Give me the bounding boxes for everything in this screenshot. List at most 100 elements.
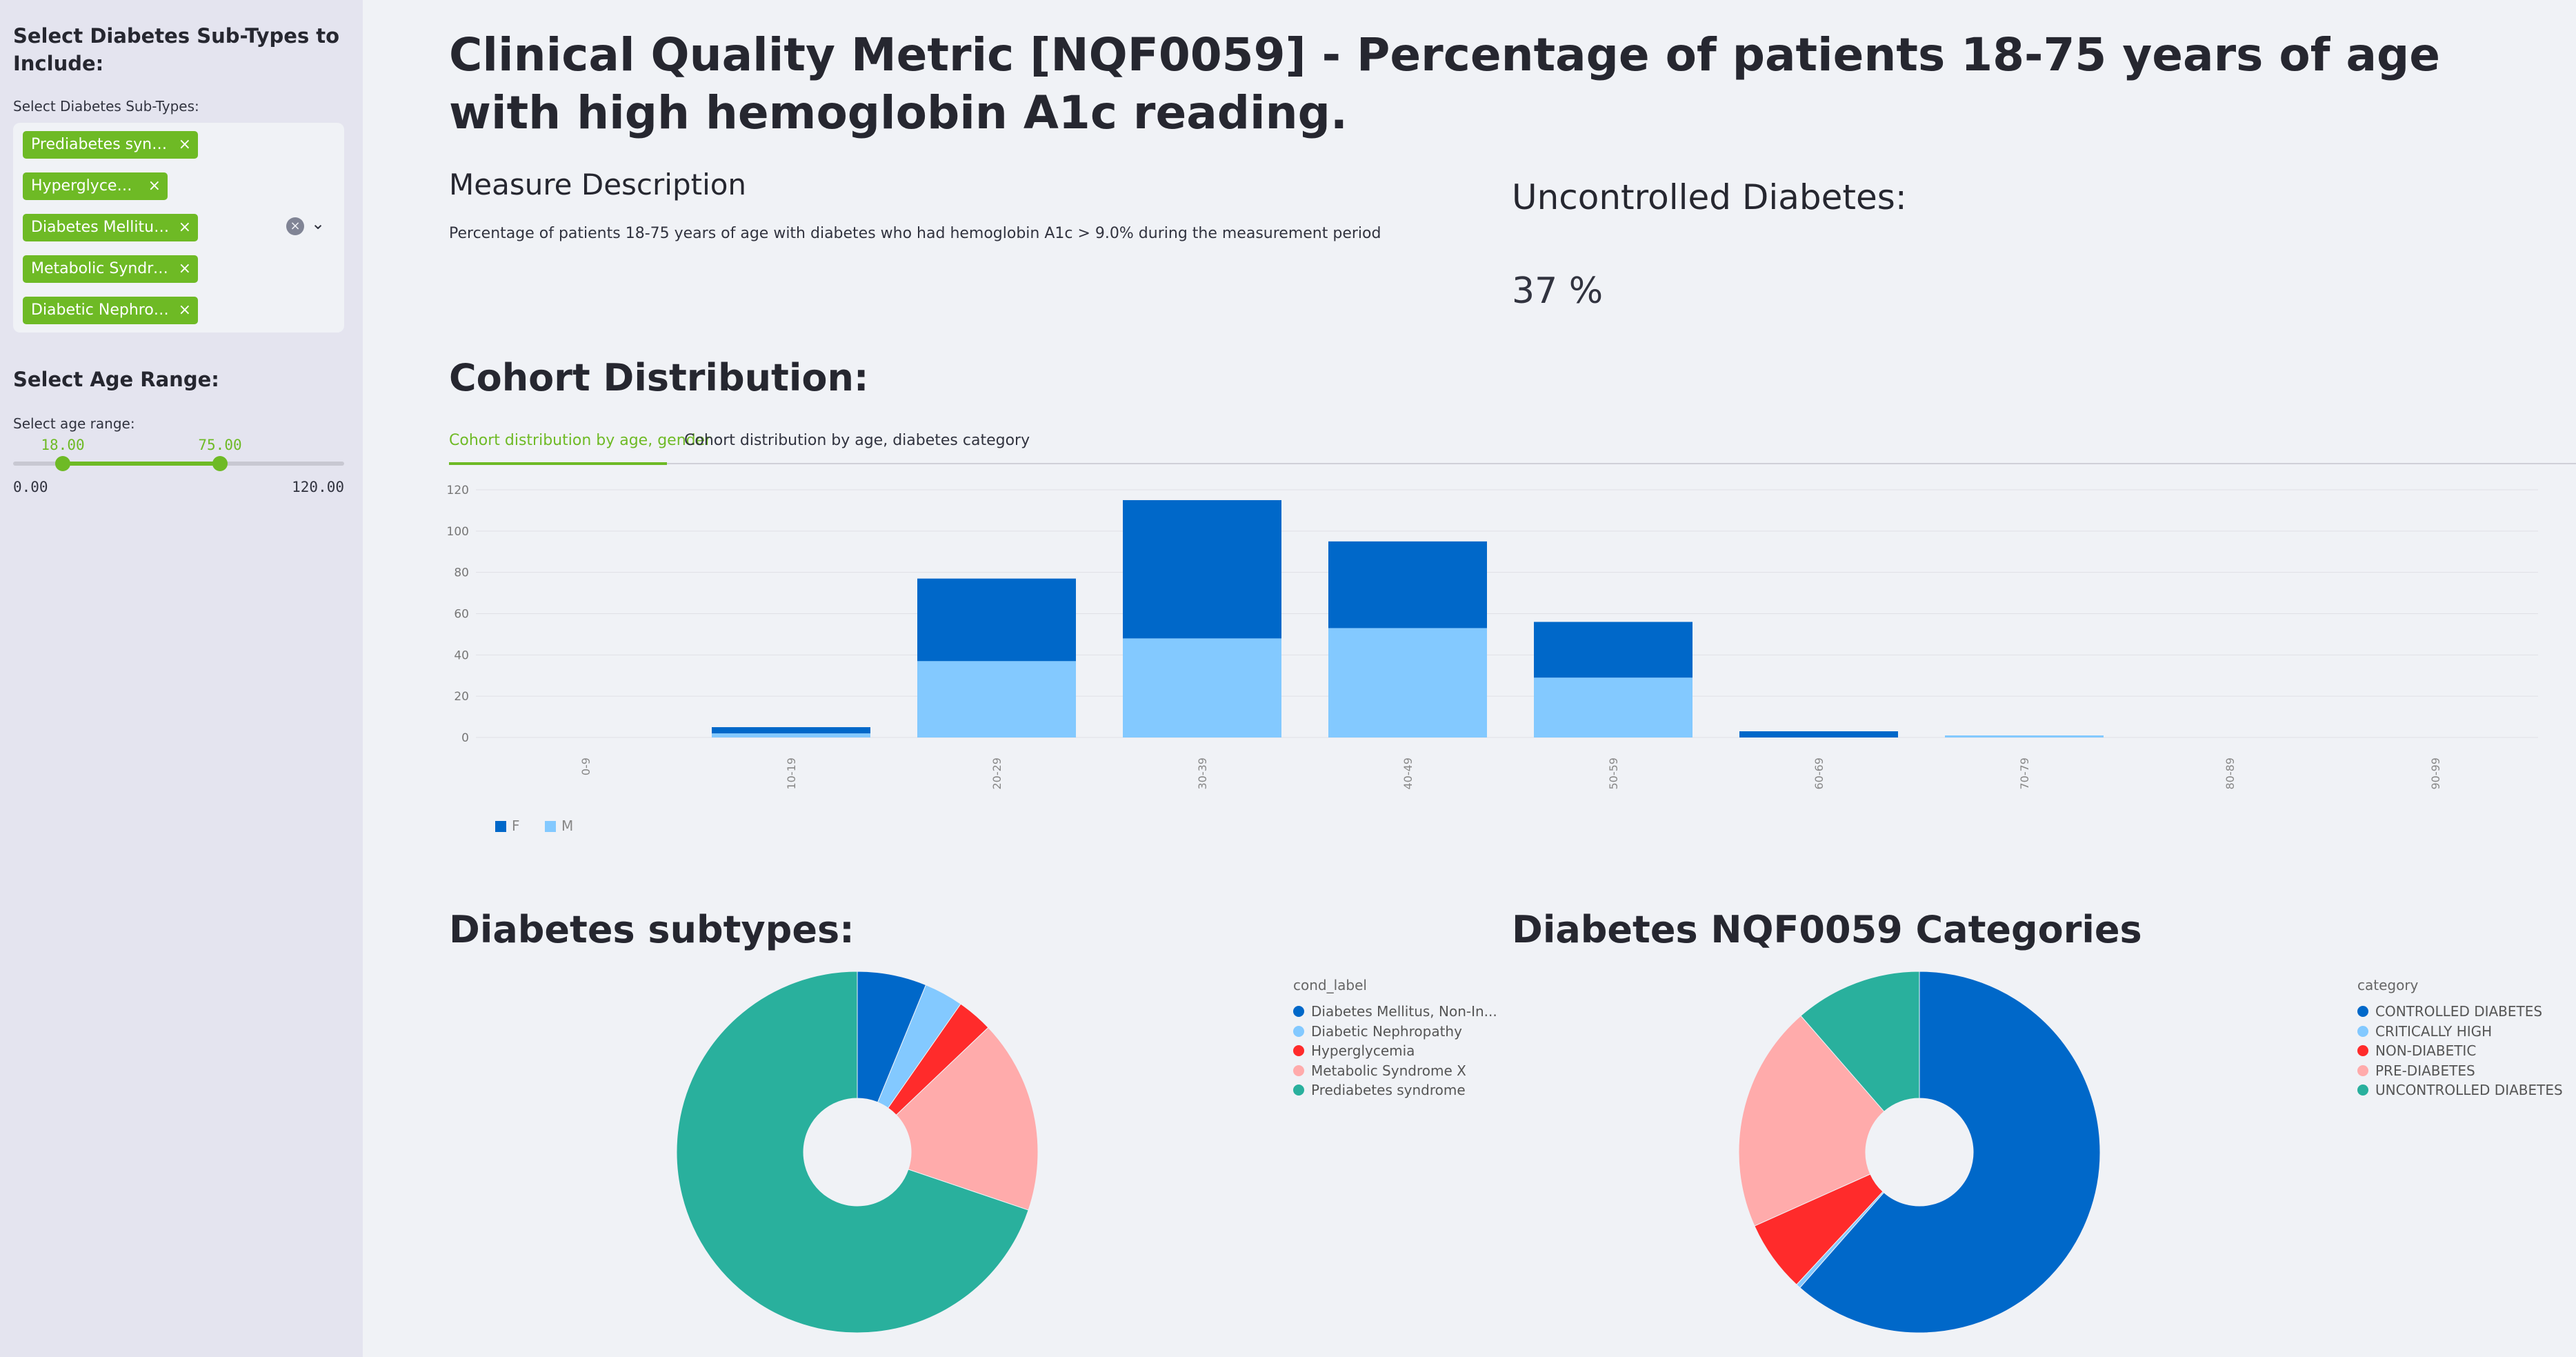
y-tick-label: 20 xyxy=(454,690,469,704)
categories-legend: category CONTROLLED DIABETES CRITICALLY HI… xyxy=(2357,977,2563,1100)
legend-dot-icon xyxy=(2357,1084,2368,1096)
x-tick-label: 10-19 xyxy=(785,757,798,790)
legend-item[interactable]: Metabolic Syndrome X xyxy=(1293,1061,1497,1081)
legend-item[interactable]: CONTROLLED DIABETES xyxy=(2357,1002,2563,1022)
x-tick-label: 40-49 xyxy=(1401,757,1415,790)
legend-label: UNCONTROLLED DIABETES xyxy=(2375,1082,2563,1098)
bar-F-50-59 xyxy=(1534,622,1693,678)
x-tick-label: 50-59 xyxy=(1607,757,1620,790)
bar-F-20-29 xyxy=(917,578,1076,662)
legend-swatch-M xyxy=(545,821,556,832)
page-title: Clinical Quality Metric [NQF0059] - Perc… xyxy=(449,28,2440,139)
legend-dot-icon xyxy=(1293,1084,1304,1096)
remove-tag-icon[interactable]: × xyxy=(148,177,161,195)
metric-value: 37 % xyxy=(1512,270,1604,312)
legend-dot-icon xyxy=(1293,1006,1304,1017)
measure-heading: Measure Description xyxy=(449,168,747,201)
subtypes-legend: cond_label Diabetes Mellitus, Non-In... Di… xyxy=(1293,977,1497,1100)
subtypes-heading: Select Diabetes Sub-Types to Include: xyxy=(13,24,340,75)
legend-label: Prediabetes syndrome xyxy=(1311,1082,1466,1098)
x-tick-label: 20-29 xyxy=(990,757,1004,790)
clear-all-icon[interactable]: × xyxy=(286,217,304,235)
pie-slice xyxy=(676,971,1029,1334)
chevron-down-icon[interactable]: ⌄ xyxy=(311,214,326,233)
legend-dot-icon xyxy=(2357,1045,2368,1056)
bar-F-40-49 xyxy=(1328,541,1487,628)
tab-bar xyxy=(449,463,2576,464)
legend-label: CRITICALLY HIGH xyxy=(2375,1022,2493,1040)
legend-item[interactable]: UNCONTROLLED DIABETES xyxy=(2357,1080,2563,1100)
legend-item[interactable]: Prediabetes syndrome xyxy=(1293,1080,1497,1100)
x-tick-label: 30-39 xyxy=(1196,757,1209,790)
subtype-tag: Prediabetes syndrome × xyxy=(23,131,198,159)
pie-slice xyxy=(895,1027,1039,1211)
tab-age-gender[interactable]: Cohort distribution by age, gender xyxy=(449,432,712,449)
legend-dot-icon xyxy=(1293,1064,1304,1076)
pie-slice xyxy=(1800,971,1920,1112)
bar-M-30-39 xyxy=(1123,638,1281,737)
legend-item[interactable]: NON-DIABETIC xyxy=(2357,1041,2563,1061)
remove-tag-icon[interactable]: × xyxy=(178,260,191,277)
legend-label: NON-DIABETIC xyxy=(2375,1042,2477,1059)
active-tab-indicator xyxy=(449,462,667,465)
legend-item[interactable]: PRE-DIABETES xyxy=(2357,1061,2563,1081)
x-tick-label: 0-9 xyxy=(579,757,592,775)
legend-label-F: F xyxy=(512,818,520,834)
pie-slice xyxy=(1738,1015,1885,1227)
subtypes-pie-chart xyxy=(676,971,1039,1334)
subtype-tag: Diabetic Nephropathy × xyxy=(23,297,198,324)
bar-F-60-69 xyxy=(1739,731,1898,737)
tab-age-category[interactable]: Cohort distribution by age, diabetes cat… xyxy=(684,432,1030,449)
pie-slice xyxy=(1799,971,2101,1334)
remove-tag-icon[interactable]: × xyxy=(178,301,191,319)
legend-title: category xyxy=(2357,977,2419,993)
legend-dot-icon xyxy=(2357,1025,2368,1037)
age-slider-low-thumb[interactable] xyxy=(55,456,70,471)
y-tick-label: 60 xyxy=(454,608,469,622)
age-high-value: 75.00 xyxy=(198,437,242,453)
x-tick-label: 80-89 xyxy=(2224,757,2237,790)
age-max-label: 120.00 xyxy=(292,479,344,495)
subtypes-label: Select Diabetes Sub-Types: xyxy=(13,98,199,115)
legend-label: CONTROLLED DIABETES xyxy=(2375,1003,2543,1020)
age-slider[interactable] xyxy=(13,456,344,471)
y-tick-label: 100 xyxy=(447,525,469,539)
legend-dot-icon xyxy=(1293,1025,1304,1037)
categories-heading: Diabetes NQF0059 Categories xyxy=(1512,908,2142,951)
sidebar: Select Diabetes Sub-Types to Include: Se… xyxy=(0,0,363,1357)
subtype-tag: Diabetes Mellitus, Non-Insulin-Dependent… xyxy=(23,214,198,241)
legend-label-M: M xyxy=(561,818,573,834)
age-low-value: 18.00 xyxy=(41,437,85,453)
remove-tag-icon[interactable]: × xyxy=(178,136,191,153)
x-tick-label: 90-99 xyxy=(2429,757,2442,790)
bar-F-30-39 xyxy=(1123,499,1281,639)
y-tick-label: 0 xyxy=(461,731,469,745)
legend-item[interactable]: Diabetic Nephropathy xyxy=(1293,1022,1497,1042)
cohort-heading: Cohort Distribution: xyxy=(449,356,869,399)
age-slider-fill xyxy=(63,462,220,466)
legend-label: Hyperglycemia xyxy=(1311,1042,1415,1059)
remove-tag-icon[interactable]: × xyxy=(178,219,191,236)
subtypes-multiselect[interactable]: Prediabetes syndrome × Hyperglycemia × D… xyxy=(13,123,344,333)
legend-item[interactable]: CRITICALLY HIGH xyxy=(2357,1022,2563,1042)
legend-item[interactable]: Diabetes Mellitus, Non-In... xyxy=(1293,1002,1497,1022)
y-tick-label: 80 xyxy=(454,566,469,580)
y-tick-label: 120 xyxy=(447,484,469,497)
legend-label: Metabolic Syndrome X xyxy=(1311,1062,1466,1079)
subtype-tag: Hyperglycemia × xyxy=(23,172,168,200)
bar-M-10-19 xyxy=(712,733,870,737)
age-slider-high-thumb[interactable] xyxy=(212,456,228,471)
legend-label: Diabetic Nephropathy xyxy=(1311,1022,1462,1040)
legend-title: cond_label xyxy=(1293,977,1367,993)
subtypes-heading-main: Diabetes subtypes: xyxy=(449,908,855,951)
legend-label: PRE-DIABETES xyxy=(2375,1062,2475,1079)
legend-dot-icon xyxy=(2357,1064,2368,1076)
categories-pie-chart xyxy=(1738,971,2101,1334)
legend-swatch-F xyxy=(495,821,506,832)
legend-item[interactable]: Hyperglycemia xyxy=(1293,1041,1497,1061)
bar-F-10-19 xyxy=(712,727,870,734)
bar-M-20-29 xyxy=(917,661,1076,737)
bar-M-70-79 xyxy=(1945,735,2104,737)
measure-description: Percentage of patients 18-75 years of ag… xyxy=(449,225,1381,242)
